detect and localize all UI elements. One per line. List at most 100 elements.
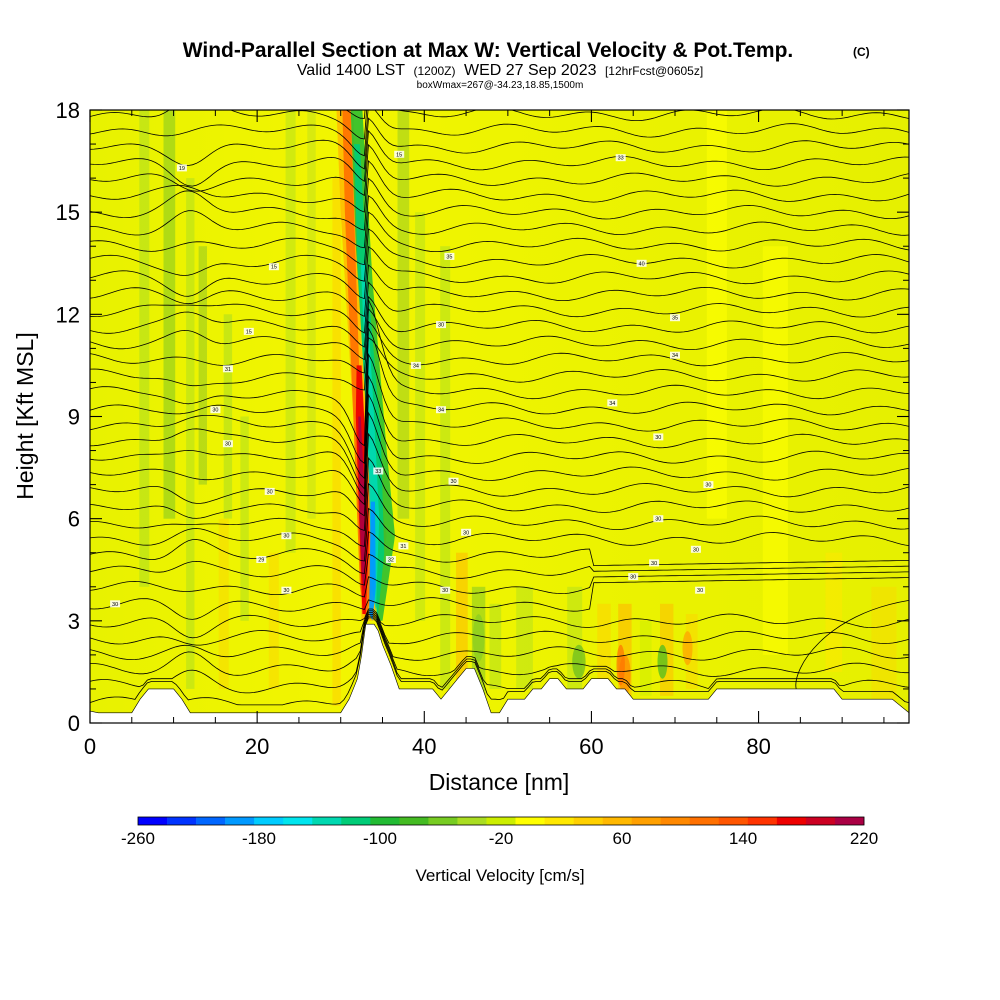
contour-label-text: 34 bbox=[413, 363, 419, 369]
colorbar-label: -260 bbox=[121, 829, 155, 848]
field-streak bbox=[240, 416, 249, 621]
colorbar-bin bbox=[631, 817, 662, 825]
contour-line bbox=[90, 571, 909, 598]
field-streak bbox=[186, 178, 195, 689]
field-streak bbox=[415, 212, 426, 621]
colorbar-bin bbox=[167, 817, 197, 825]
contour-label-bg bbox=[607, 399, 618, 407]
contour-label-text: 34 bbox=[609, 401, 615, 407]
field-blob bbox=[657, 644, 668, 679]
contour-label-text: 35 bbox=[446, 254, 452, 260]
contour-label-text: 30 bbox=[655, 517, 661, 523]
contour-label-text: 33 bbox=[618, 156, 624, 162]
colorbar-bin bbox=[805, 817, 836, 825]
contour-label-text: 33 bbox=[375, 469, 381, 475]
contour-label-bg bbox=[695, 586, 706, 594]
contour-label-text: 15 bbox=[271, 265, 277, 271]
contour-label-text: 32 bbox=[388, 558, 394, 564]
velocity-field bbox=[139, 110, 897, 707]
field-blob bbox=[572, 644, 586, 679]
contour-label-text: 30 bbox=[655, 435, 661, 441]
contour-line bbox=[90, 336, 909, 391]
contour-label: 15 bbox=[394, 150, 405, 158]
colorbar-bin bbox=[602, 817, 632, 825]
contour-line bbox=[90, 281, 909, 334]
contour-line bbox=[90, 553, 909, 586]
contour-label-bg bbox=[461, 528, 472, 536]
colorbar-bin bbox=[544, 817, 574, 825]
contour-label: 35 bbox=[444, 252, 455, 260]
contour-label: 30 bbox=[281, 586, 292, 594]
contour-line bbox=[90, 393, 909, 498]
contour-label: 30 bbox=[281, 532, 292, 540]
y-axis-label: Height [Kft MSL] bbox=[12, 332, 38, 499]
potential-temperature-contours bbox=[90, 110, 909, 706]
contour-line bbox=[90, 326, 909, 465]
contour-line bbox=[90, 482, 909, 547]
contour-label: 15 bbox=[243, 327, 254, 335]
colorbar-bin bbox=[312, 817, 342, 825]
contour-label: 30 bbox=[210, 406, 221, 414]
contour-label: 30 bbox=[436, 321, 446, 329]
contour-line bbox=[90, 211, 909, 266]
contour-label-text: 15 bbox=[396, 152, 402, 158]
contour-line bbox=[90, 295, 909, 348]
contour-line bbox=[90, 610, 909, 646]
contour-label-text: 30 bbox=[283, 588, 289, 594]
contour-line bbox=[90, 577, 909, 620]
x-axis-label: Distance [nm] bbox=[429, 769, 570, 795]
contour-label-bg bbox=[628, 573, 639, 581]
contour-label: 34 bbox=[436, 406, 446, 414]
contour-label-bg bbox=[690, 545, 701, 553]
terrain-profile bbox=[90, 623, 909, 723]
contour-label: 32 bbox=[385, 556, 396, 564]
field-streak bbox=[139, 110, 150, 587]
x-tick-label: 0 bbox=[84, 734, 96, 759]
contour-label: 31 bbox=[222, 365, 233, 373]
contour-line bbox=[90, 194, 909, 249]
contour-label: 30 bbox=[461, 528, 472, 536]
contour-labels: 19 15 15 31 30 30 30 30 29 30 30 15 35 30 34 34 33 30 30 31… bbox=[110, 150, 714, 608]
contour-label: 30 bbox=[264, 487, 275, 495]
contour-line bbox=[90, 411, 909, 506]
colorbar-bin bbox=[776, 817, 807, 825]
contour-label-bg bbox=[373, 467, 384, 475]
contour-line bbox=[90, 608, 909, 639]
contour-line bbox=[90, 160, 909, 213]
colorbar-bin bbox=[660, 817, 691, 825]
contour-label-bg bbox=[394, 150, 405, 158]
contour-label-bg bbox=[649, 559, 660, 567]
contour-label-bg bbox=[281, 532, 292, 540]
contour-label-text: 34 bbox=[672, 353, 678, 359]
field-streak bbox=[223, 314, 233, 519]
contour-label-bg bbox=[444, 252, 455, 260]
field-streak bbox=[871, 586, 897, 706]
contour-line bbox=[90, 617, 909, 706]
colorbar-bin bbox=[225, 817, 255, 825]
colorbar-bin bbox=[283, 817, 313, 825]
contour-line bbox=[90, 615, 909, 694]
contour-label: 30 bbox=[448, 477, 459, 485]
contour-label-bg bbox=[243, 327, 254, 335]
contour-label-bg bbox=[385, 556, 396, 563]
chart-title: Wind-Parallel Section at Max W: Vertical… bbox=[183, 39, 794, 62]
colorbar-bin bbox=[138, 817, 168, 825]
colorbar-bin bbox=[254, 817, 284, 825]
contour-label: 33 bbox=[615, 154, 626, 162]
contour-line bbox=[90, 307, 909, 361]
colorbar-bin bbox=[689, 817, 720, 825]
contour-label: 30 bbox=[440, 586, 451, 594]
updraft-peak bbox=[358, 416, 366, 594]
field-streak bbox=[825, 552, 843, 672]
contour-label-text: 30 bbox=[225, 442, 231, 448]
contour-label-text: 35 bbox=[672, 316, 678, 322]
subtitle-date: WED 27 Sep 2023 bbox=[464, 62, 597, 79]
contour-label: 30 bbox=[653, 515, 664, 523]
contour-label: 29 bbox=[256, 556, 267, 564]
colorbar-title: Vertical Velocity [cm/s] bbox=[415, 866, 584, 885]
contour-line bbox=[90, 432, 909, 517]
colorbar-bin bbox=[573, 817, 603, 825]
colorbar-bin bbox=[747, 817, 778, 825]
contour-label-bg bbox=[448, 477, 459, 485]
